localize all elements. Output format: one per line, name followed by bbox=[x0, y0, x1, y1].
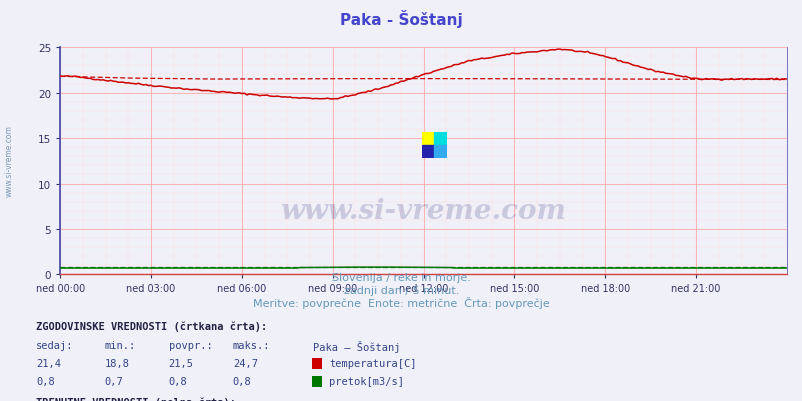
Text: 18,8: 18,8 bbox=[104, 358, 129, 368]
Text: www.si-vreme.com: www.si-vreme.com bbox=[280, 198, 566, 225]
Bar bbox=[422, 146, 434, 158]
Bar bbox=[422, 132, 434, 146]
Text: 21,4: 21,4 bbox=[36, 358, 61, 368]
Text: povpr.:: povpr.: bbox=[168, 340, 212, 350]
Bar bbox=[434, 146, 446, 158]
Text: min.:: min.: bbox=[104, 340, 136, 350]
Bar bbox=[434, 132, 446, 146]
Text: Paka - Šoštanj: Paka - Šoštanj bbox=[340, 10, 462, 28]
Text: zadnji dan / 5 minut.: zadnji dan / 5 minut. bbox=[343, 286, 459, 296]
Text: 24,7: 24,7 bbox=[233, 358, 257, 368]
Text: 0,8: 0,8 bbox=[168, 376, 187, 386]
Text: TRENUTNE VREDNOSTI (polna črta):: TRENUTNE VREDNOSTI (polna črta): bbox=[36, 397, 236, 401]
Text: Slovenija / reke in morje.: Slovenija / reke in morje. bbox=[332, 273, 470, 283]
Text: maks.:: maks.: bbox=[233, 340, 270, 350]
Text: ZGODOVINSKE VREDNOSTI (črtkana črta):: ZGODOVINSKE VREDNOSTI (črtkana črta): bbox=[36, 321, 267, 331]
Text: www.si-vreme.com: www.si-vreme.com bbox=[5, 125, 14, 196]
Text: Paka – Šoštanj: Paka – Šoštanj bbox=[313, 340, 400, 352]
Text: sedaj:: sedaj: bbox=[36, 340, 74, 350]
Text: pretok[m3/s]: pretok[m3/s] bbox=[329, 376, 403, 386]
Text: 21,5: 21,5 bbox=[168, 358, 193, 368]
Text: 0,7: 0,7 bbox=[104, 376, 123, 386]
Text: temperatura[C]: temperatura[C] bbox=[329, 358, 416, 368]
Text: 0,8: 0,8 bbox=[233, 376, 251, 386]
Text: 0,8: 0,8 bbox=[36, 376, 55, 386]
Text: Meritve: povprečne  Enote: metrične  Črta: povprečje: Meritve: povprečne Enote: metrične Črta:… bbox=[253, 296, 549, 308]
